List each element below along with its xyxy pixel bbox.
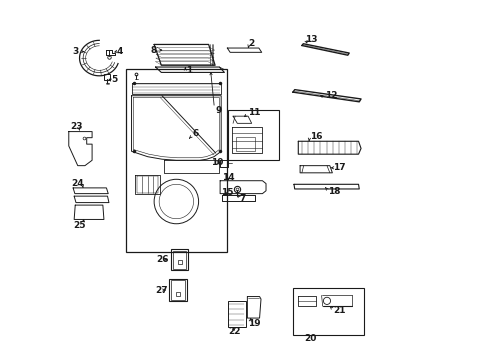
Bar <box>126 69 226 252</box>
Bar <box>228 110 278 160</box>
Text: 10: 10 <box>211 158 224 167</box>
Text: 15: 15 <box>221 188 233 197</box>
Bar <box>292 288 363 335</box>
Text: 7: 7 <box>239 194 245 203</box>
Text: 13: 13 <box>304 35 317 44</box>
Bar <box>169 279 187 301</box>
Text: 11: 11 <box>247 108 260 117</box>
Text: 24: 24 <box>72 179 84 188</box>
Text: 9: 9 <box>215 106 221 115</box>
Text: 5: 5 <box>111 76 117 85</box>
Text: 14: 14 <box>222 173 234 182</box>
Text: 8: 8 <box>150 46 157 55</box>
Text: 12: 12 <box>324 91 337 100</box>
Bar <box>172 251 186 269</box>
Text: 17: 17 <box>333 163 346 172</box>
Text: 2: 2 <box>247 39 254 48</box>
Bar <box>235 137 255 151</box>
Text: 26: 26 <box>156 255 169 264</box>
Text: 25: 25 <box>73 221 85 230</box>
Bar <box>228 301 245 327</box>
Text: 4: 4 <box>116 47 122 56</box>
Text: 27: 27 <box>155 285 168 294</box>
Text: 3: 3 <box>72 47 79 56</box>
Text: 18: 18 <box>327 187 340 196</box>
Text: 20: 20 <box>304 334 317 343</box>
Text: 21: 21 <box>333 306 345 315</box>
Text: 22: 22 <box>227 327 240 336</box>
Bar <box>171 280 185 300</box>
Text: 16: 16 <box>309 132 322 141</box>
Bar <box>171 249 188 270</box>
Text: 1: 1 <box>185 66 192 75</box>
Text: 19: 19 <box>247 319 260 328</box>
Text: 23: 23 <box>70 122 83 131</box>
Text: 6: 6 <box>192 129 198 138</box>
